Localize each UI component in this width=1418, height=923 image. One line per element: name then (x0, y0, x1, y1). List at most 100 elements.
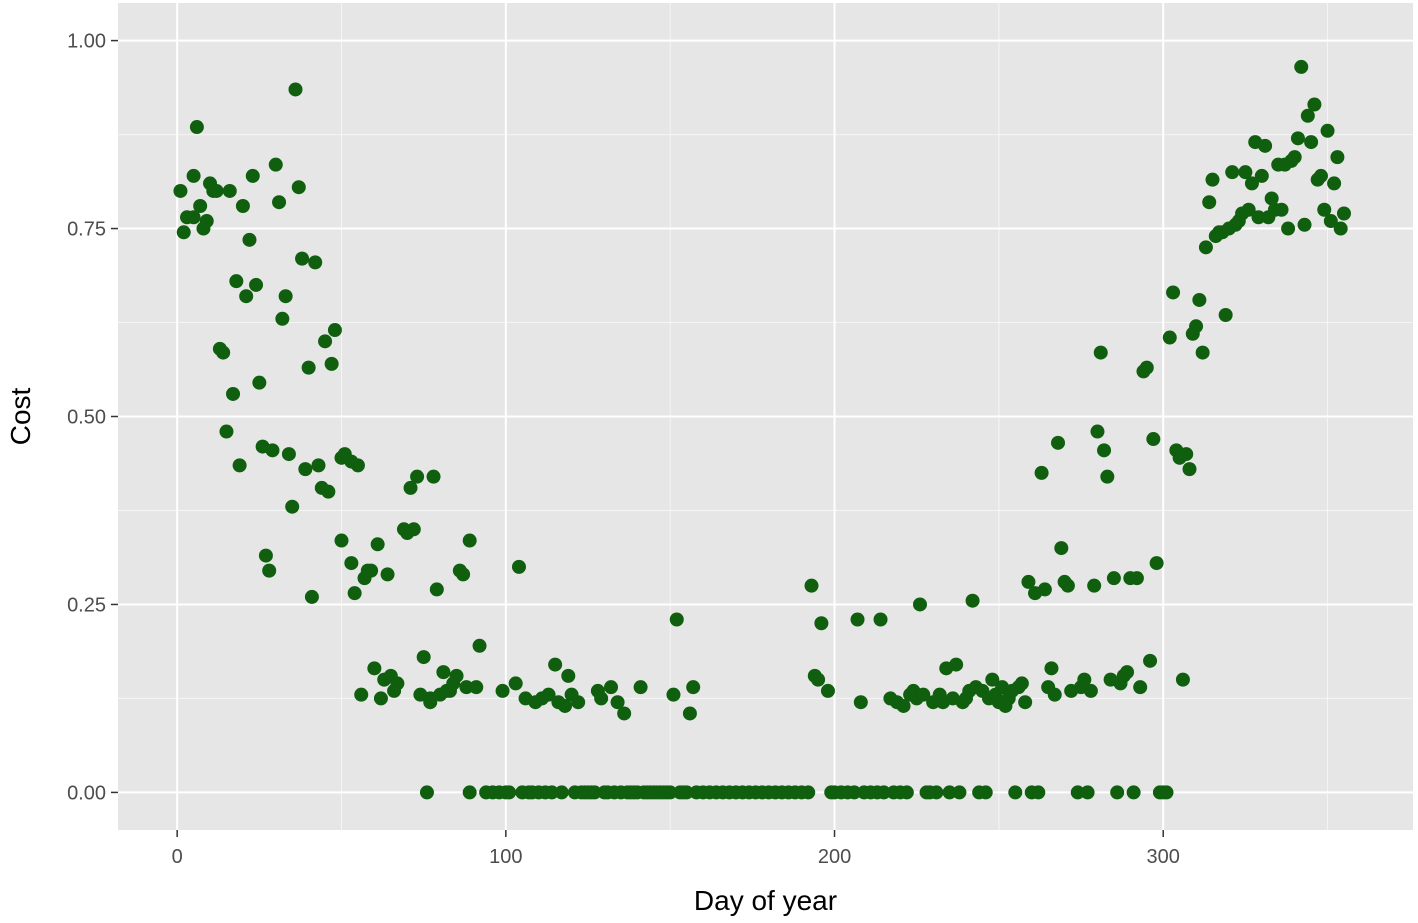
data-point (1149, 556, 1164, 571)
data-point (929, 785, 944, 800)
data-point (469, 680, 484, 695)
data-point (229, 274, 244, 289)
data-point (965, 593, 980, 608)
data-point (1090, 424, 1105, 439)
data-point (249, 277, 264, 292)
data-points (173, 59, 1351, 800)
data-point (604, 680, 619, 695)
data-point (1044, 661, 1059, 676)
x-tick-label: 0 (172, 846, 183, 868)
data-point (1195, 345, 1210, 360)
data-point (1281, 221, 1296, 236)
data-point (899, 785, 914, 800)
data-point (1192, 292, 1207, 307)
data-point (1294, 59, 1309, 74)
data-point (1080, 785, 1095, 800)
data-point (334, 533, 349, 548)
data-point (1251, 210, 1266, 225)
data-point (850, 612, 865, 627)
data-point (669, 612, 684, 627)
data-point (1238, 165, 1253, 180)
data-point (199, 214, 214, 229)
data-point (1198, 240, 1213, 255)
data-point (617, 706, 632, 721)
data-point (429, 582, 444, 597)
data-point (281, 447, 296, 462)
data-point (801, 785, 816, 800)
data-point (1106, 571, 1121, 586)
y-tick-label: 0.75 (67, 219, 106, 241)
data-point (1166, 285, 1181, 300)
data-point (1143, 653, 1158, 668)
data-point (1051, 435, 1066, 450)
data-point (176, 225, 191, 240)
data-point (1018, 695, 1033, 710)
data-point (321, 484, 336, 499)
data-point (1146, 432, 1161, 447)
data-point (1287, 150, 1302, 165)
data-point (235, 198, 250, 213)
data-point (272, 195, 287, 210)
data-point (1313, 168, 1328, 183)
data-point (1189, 319, 1204, 334)
data-point (262, 563, 277, 578)
data-point (265, 443, 280, 458)
data-point (1034, 465, 1049, 480)
data-point (301, 360, 316, 375)
data-point (426, 469, 441, 484)
data-point (587, 785, 602, 800)
data-point (416, 650, 431, 665)
data-point (1290, 131, 1305, 146)
data-point (942, 785, 957, 800)
data-point (275, 311, 290, 326)
data-point (1205, 172, 1220, 187)
data-point (1244, 176, 1259, 191)
data-point (347, 586, 362, 601)
data-point (222, 183, 237, 198)
data-point (1241, 202, 1256, 217)
data-point (666, 687, 681, 702)
x-tick-label: 100 (489, 846, 522, 868)
data-point (1120, 665, 1135, 680)
data-point (436, 665, 451, 680)
data-point (406, 522, 421, 537)
data-point (209, 183, 224, 198)
data-point (1100, 469, 1115, 484)
data-point (1323, 214, 1338, 229)
data-point (1258, 138, 1273, 153)
data-point (1070, 785, 1085, 800)
data-point (508, 676, 523, 691)
data-point (344, 556, 359, 571)
data-point (173, 183, 188, 198)
data-point (853, 695, 868, 710)
data-point (373, 691, 388, 706)
data-point (1304, 135, 1319, 150)
data-point (1175, 672, 1190, 687)
data-point (193, 198, 208, 213)
data-point (985, 672, 1000, 687)
data-point (594, 691, 609, 706)
y-tick-label: 0.00 (67, 782, 106, 804)
data-point (1320, 123, 1335, 138)
data-point (370, 537, 385, 552)
data-point (1133, 680, 1148, 695)
data-point (663, 785, 678, 800)
x-axis-ticks: 0 100 200 300 (172, 830, 1180, 868)
data-point (350, 458, 365, 473)
data-point (610, 695, 625, 710)
data-point (186, 168, 201, 183)
data-point (682, 706, 697, 721)
data-point (1218, 308, 1233, 323)
data-point (876, 785, 891, 800)
x-tick-label: 200 (818, 846, 851, 868)
data-point (847, 785, 862, 800)
data-point (1182, 462, 1197, 477)
data-point (189, 120, 204, 135)
y-tick-label: 1.00 (67, 31, 106, 53)
data-point (544, 785, 559, 800)
data-point (1097, 443, 1112, 458)
data-point (232, 458, 247, 473)
data-point (1274, 202, 1289, 217)
data-point (226, 386, 241, 401)
data-point (278, 289, 293, 304)
